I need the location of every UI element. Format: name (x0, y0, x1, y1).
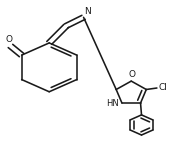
Text: Cl: Cl (158, 83, 167, 92)
Text: HN: HN (106, 99, 119, 108)
Text: O: O (5, 35, 12, 44)
Text: O: O (128, 70, 135, 79)
Text: N: N (85, 7, 91, 16)
